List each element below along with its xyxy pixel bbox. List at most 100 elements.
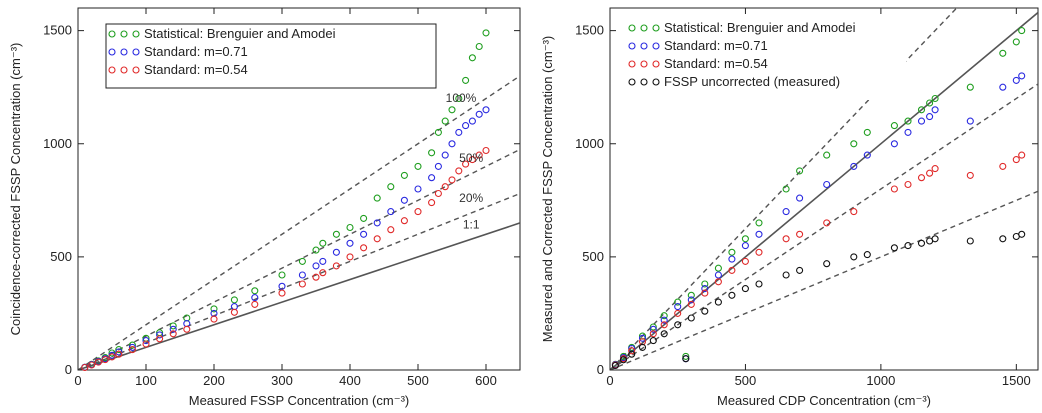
right-data-point-series-3: [682, 355, 690, 363]
right-data-points: [611, 27, 1026, 370]
right-data-point-series-3: [611, 361, 619, 370]
left-y-tick-label: 1500: [43, 23, 72, 38]
left-data-point-series-2: [387, 226, 395, 234]
left-data-point-series-1: [128, 343, 136, 351]
right-data-point-series-0: [890, 122, 898, 130]
left-chart-panel: 0 100 200 300 400 500 600 0 500 1000 1500 100% 50% 2…: [8, 7, 521, 408]
left-data-point-series-2: [230, 308, 238, 316]
right-data-point-series-1: [931, 106, 939, 114]
right-legend-label: Standard: m=0.54: [664, 56, 768, 71]
right-data-point-series-1: [714, 271, 722, 279]
left-data-point-series-0: [251, 287, 259, 295]
right-data-point-series-3: [850, 253, 858, 261]
left-x-tick-label: 500: [407, 373, 429, 388]
left-data-point-series-2: [434, 189, 442, 198]
right-plot-frame: [609, 7, 1039, 371]
right-data-point-series-2: [890, 185, 898, 193]
right-data-point-series-2: [1012, 156, 1020, 164]
right-data-point-series-2: [728, 266, 736, 274]
left-data-point-series-2: [88, 361, 96, 369]
right-y-tick-label: 500: [582, 249, 604, 264]
left-data-point-series-0: [475, 42, 483, 51]
left-data-point-series-1: [298, 271, 306, 279]
right-data-point-series-0: [823, 151, 831, 159]
left-legend-box: [105, 23, 437, 89]
left-data-point-series-1: [448, 140, 456, 148]
right-data-point-series-0: [931, 94, 939, 103]
left-legend-marker: [120, 66, 128, 74]
left-data-point-series-0: [360, 214, 368, 222]
left-data-point-series-2: [414, 208, 422, 216]
left-reference-line: [78, 75, 520, 370]
right-data-point-series-1: [687, 296, 695, 304]
right-data-point-series-2: [714, 278, 722, 286]
left-data-point-series-1: [441, 151, 449, 159]
left-reference-line-label: 20%: [459, 191, 483, 205]
right-data-point-series-1: [649, 325, 657, 333]
left-data-point-series-2: [115, 350, 123, 358]
left-x-tick-label: 0: [74, 373, 81, 388]
right-data-point-series-3: [917, 239, 926, 247]
right-data-point-series-2: [628, 347, 636, 355]
right-y-tick-label: 1500: [575, 23, 604, 38]
right-data-point-series-1: [999, 83, 1007, 91]
right-data-point-series-0: [782, 185, 790, 193]
left-data-point-series-2: [128, 346, 136, 354]
left-data-point-series-2: [468, 156, 476, 164]
right-legend-marker: [640, 42, 648, 50]
left-data-point-series-2: [278, 289, 286, 297]
left-data-point-series-2: [360, 244, 368, 252]
left-data-point-series-0: [400, 171, 408, 179]
left-legend-label: Standard: m=0.54: [144, 62, 248, 77]
left-data-point-series-0: [482, 29, 490, 37]
right-data-point-series-3: [931, 235, 939, 243]
right-data-point-series-2: [966, 171, 974, 179]
right-reference-lines: [610, 8, 1038, 370]
left-data-point-series-1: [169, 325, 177, 333]
left-data-point-series-1: [482, 106, 490, 114]
left-data-point-series-0: [346, 223, 354, 232]
left-data-point-series-1: [468, 117, 476, 125]
right-data-point-series-1: [638, 334, 647, 342]
right-data-point-series-2: [1018, 151, 1026, 159]
right-data-point-series-0: [741, 235, 749, 243]
right-data-point-series-3: [687, 314, 695, 322]
left-data-point-series-2: [475, 151, 483, 159]
left-data-point-series-0: [128, 341, 136, 349]
right-legend-marker: [652, 24, 660, 32]
left-data-point-series-1: [455, 128, 463, 136]
right-data-point-series-0: [660, 312, 668, 320]
right-data-point-series-1: [926, 113, 934, 121]
left-data-point-series-0: [115, 346, 123, 354]
right-data-point-series-1: [823, 180, 831, 189]
left-data-point-series-0: [278, 271, 286, 279]
right-data-point-series-0: [966, 83, 974, 91]
right-data-point-series-1: [674, 303, 682, 311]
right-legend-marker: [628, 24, 636, 32]
left-data-point-series-0: [298, 257, 306, 265]
right-data-point-series-0: [649, 323, 657, 331]
left-data-point-series-2: [81, 363, 89, 372]
right-data-point-series-0: [701, 280, 709, 288]
right-data-point-series-1: [1018, 72, 1026, 80]
right-legend-label: Standard: m=0.71: [664, 38, 768, 53]
right-data-point-series-2: [755, 248, 763, 256]
left-y-tick-label: 0: [65, 362, 72, 377]
right-data-point-series-3: [728, 291, 736, 299]
right-reference-line: [610, 190, 1038, 370]
right-data-point-series-3: [741, 285, 749, 293]
right-legend-marker: [628, 42, 636, 50]
left-data-point-series-0: [319, 239, 327, 247]
right-data-point-series-1: [660, 316, 668, 324]
right-data-point-series-0: [850, 140, 858, 148]
left-y-tick-label: 500: [50, 249, 72, 264]
left-data-points: [81, 29, 490, 372]
right-data-point-series-2: [850, 208, 858, 216]
right-data-point-series-3: [619, 356, 628, 364]
left-x-tick-label: 200: [203, 373, 225, 388]
left-data-point-series-0: [230, 296, 238, 304]
right-data-point-series-1: [917, 117, 926, 125]
right-data-point-series-2: [701, 289, 709, 297]
right-data-point-series-1: [741, 242, 749, 250]
right-y-tick-label: 1000: [575, 136, 604, 151]
